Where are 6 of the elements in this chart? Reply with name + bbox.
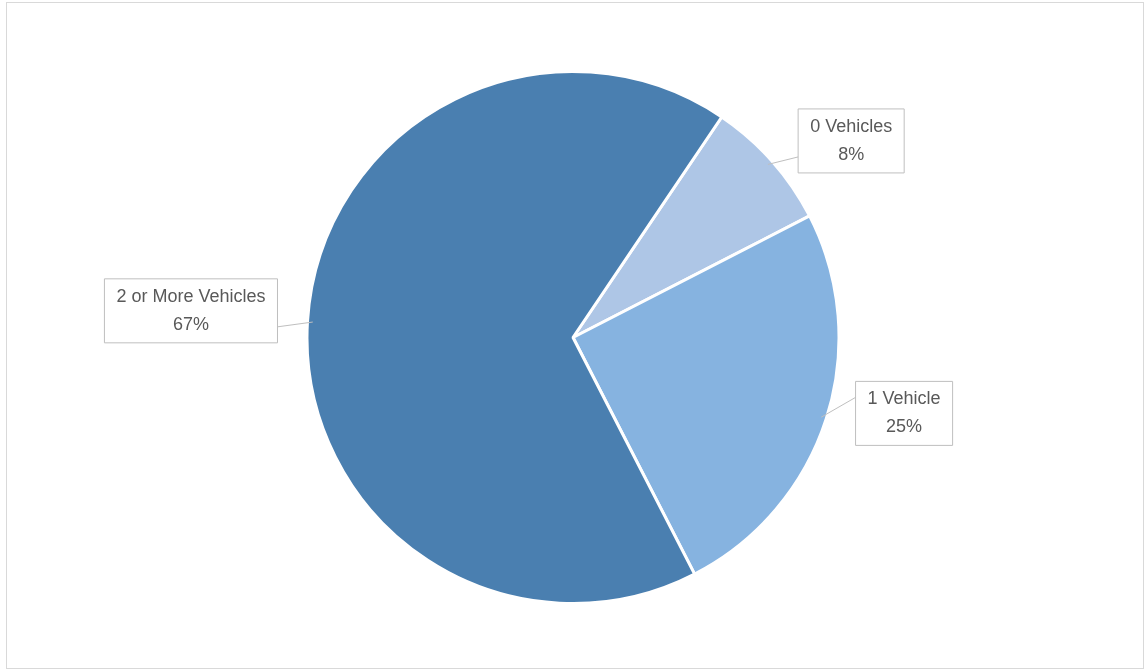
data-label: 25% <box>886 416 923 437</box>
data-label: 67% <box>172 313 209 334</box>
slice-label: 2 or More Vehicles <box>116 285 266 306</box>
slice-label: 1 Vehicle <box>867 388 941 409</box>
data-label: 8% <box>838 143 865 164</box>
slice-label: 0 Vehicles <box>810 115 893 136</box>
